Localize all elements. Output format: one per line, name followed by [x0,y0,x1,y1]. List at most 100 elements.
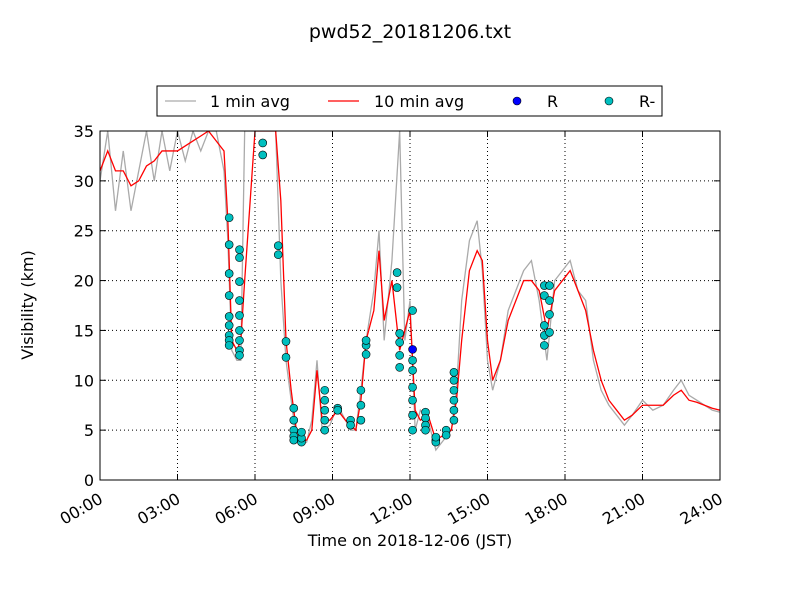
scatter-point [356,385,366,395]
scatter-point [361,350,371,359]
scatter-point [281,353,291,362]
legend-swatch [512,96,522,106]
scatter-point [408,306,417,315]
scatter-point [356,415,366,425]
scatter-point [320,405,330,415]
scatter-point [449,375,459,385]
y-tick-label: 0 [84,471,94,490]
scatter-point [421,425,430,435]
y-axis-label: Visibility (km) [18,250,37,359]
scatter-point [441,430,451,440]
scatter-point [395,329,404,338]
x-tick-label: 24:00 [677,489,726,529]
scatter-point [333,405,342,415]
scatter-point [449,395,459,405]
scatter-point [224,213,234,223]
axes: 0 5 10 15 20 25 30 35 00:00 03:00 06:00 09:00 12:00 1… [57,122,726,529]
x-tick-label: 18:00 [522,489,571,529]
scatter-point [449,385,459,395]
scatter-point [540,291,549,300]
scatter-point [392,283,402,292]
scatter-point [408,366,417,375]
scatter-point [545,281,554,290]
scatter-point [273,241,283,250]
scatter-point [258,150,268,160]
scatter-point [224,341,234,350]
scatter-point [289,415,299,425]
legend [156,85,663,117]
scatter-point [408,382,417,392]
scatter-point [545,296,554,305]
y-tick-label: 30 [74,172,94,191]
x-tick-label: 06:00 [212,489,261,529]
series-line [100,131,720,442]
legend-items: 1 min avg 10 min avg R R- [165,92,655,111]
scatter-point [235,311,244,320]
scatter-point [273,250,283,259]
x-tick-label: 12:00 [367,489,416,529]
scatter-point [235,296,244,305]
chart-title: pwd52_20181206.txt [309,21,511,43]
x-tick-label: 21:00 [599,489,648,529]
legend-swatch [604,96,614,106]
scatter-point [408,425,417,435]
scatter-point [224,321,234,330]
x-tick-label: 00:00 [57,489,106,529]
scatter-point [258,138,268,148]
plot-area [100,131,720,452]
y-tick-label: 20 [74,272,94,291]
x-tick-label: 09:00 [289,489,338,529]
scatter-point [235,253,244,262]
legend-label: R [547,92,558,111]
series-line [100,131,720,452]
scatter-point [540,341,549,350]
scatter-point [408,410,417,420]
y-tick-label: 15 [74,321,94,340]
scatter-point [224,291,234,300]
scatter-point [356,400,366,410]
scatter-point [235,351,244,360]
scatter-point [346,420,355,430]
scatter-point [235,326,244,335]
x-tick-label: 03:00 [134,489,183,529]
scatter-point [449,405,459,415]
y-tick-label: 25 [74,222,94,241]
scatter-point [431,432,441,442]
scatter-point [395,363,404,372]
scatter-point [235,336,244,345]
scatter-point [224,312,234,321]
scatter-point [545,310,554,319]
scatter-point [361,336,371,345]
x-axis-label: Time on 2018-12-06 (JST) [307,531,512,550]
scatter-point [289,435,299,445]
scatter-point [449,415,459,425]
scatter-point [297,427,306,437]
scatter-point [408,395,417,405]
legend-label: 10 min avg [374,92,464,111]
scatter-point [392,268,402,277]
scatter-point [545,328,554,337]
y-tick-label: 35 [74,122,94,141]
scatter-point [235,245,244,254]
legend-label: 1 min avg [210,92,290,111]
scatter-point [320,425,330,435]
scatter-point [224,240,234,249]
scatter-point [395,338,404,347]
scatter-point [320,385,330,395]
legend-label: R- [639,92,655,111]
scatter-point [235,277,244,286]
scatter-point [540,321,549,330]
y-tick-label: 5 [84,421,94,440]
scatter-point [224,269,234,278]
scatter-point [281,337,291,346]
scatter-point [408,345,417,354]
scatter-point [289,403,299,413]
scatter-point [320,415,330,425]
scatter-point [320,395,330,405]
x-tick-label: 15:00 [444,489,493,529]
scatter-point [395,351,404,360]
scatter-point [449,368,459,377]
y-tick-label: 10 [74,371,94,390]
scatter-point [408,356,417,365]
